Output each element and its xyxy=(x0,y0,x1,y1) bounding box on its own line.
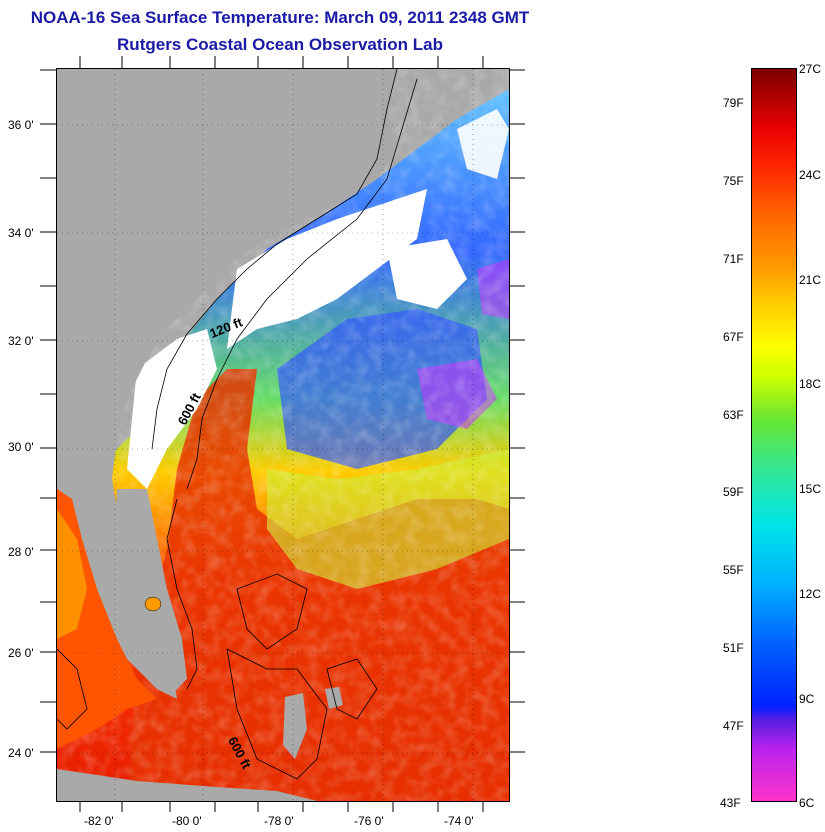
lon-tick-label: -74 0' xyxy=(444,814,474,828)
colorbar-celsius-label: 15C xyxy=(799,482,822,496)
colorbar-celsius-label: 24C xyxy=(799,168,822,182)
cloud-cover xyxy=(387,239,467,309)
sst-map: 120 ft 600 ft 600 ft xyxy=(56,68,510,802)
isobath-contours xyxy=(57,69,418,780)
lon-tick-label: -80 0' xyxy=(172,814,202,828)
lat-tick-label: 34 0' xyxy=(8,226,34,240)
lat-tick-label: 28 0' xyxy=(8,545,34,559)
colorbar-fahrenheit-label: 47F xyxy=(723,719,744,733)
colorbar-fahrenheit-label: 59F xyxy=(723,485,744,499)
gulf-of-mexico-water xyxy=(57,489,157,749)
land-us-coast xyxy=(57,69,397,699)
colorbar-fahrenheit-label: 63F xyxy=(723,408,744,422)
lat-tick-label: 30 0' xyxy=(8,440,34,454)
lon-tick-label: -78 0' xyxy=(264,814,294,828)
colorbar-celsius-label: 27C xyxy=(799,62,822,76)
lat-tick-label: 26 0' xyxy=(8,646,34,660)
temperature-colorbar xyxy=(751,68,797,802)
colorbar-celsius-label: 18C xyxy=(799,377,822,391)
colorbar-fahrenheit-label: 79F xyxy=(723,96,744,110)
map-subtitle: Rutgers Coastal Ocean Observation Lab xyxy=(117,35,443,54)
map-title: NOAA-16 Sea Surface Temperature: March 0… xyxy=(30,8,530,27)
colorbar-celsius-label: 6C xyxy=(799,796,815,810)
colorbar-fahrenheit-label: 55F xyxy=(723,563,744,577)
land-cuba xyxy=(57,769,317,801)
lon-tick-label: -82 0' xyxy=(84,814,114,828)
lake xyxy=(144,596,162,612)
lat-tick-label: 24 0' xyxy=(8,746,34,760)
lat-tick-label: 36 0' xyxy=(8,118,34,132)
lon-tick-label: -76 0' xyxy=(354,814,384,828)
colorbar-celsius-label: 9C xyxy=(799,692,815,706)
colorbar-fahrenheit-label: 67F xyxy=(723,330,744,344)
graticule xyxy=(57,69,509,801)
sst-map-canvas: 120 ft 600 ft 600 ft xyxy=(57,69,509,801)
land-florida xyxy=(112,489,187,694)
colorbar-celsius-label: 21C xyxy=(799,273,822,287)
colorbar-fahrenheit-label: 43F xyxy=(720,796,741,810)
land-bahamas xyxy=(283,693,307,759)
colorbar-celsius-label: 12C xyxy=(799,587,822,601)
colorbar-fahrenheit-label: 51F xyxy=(723,641,744,655)
lat-tick-label: 32 0' xyxy=(8,334,34,348)
cloud-cover xyxy=(457,109,509,179)
colorbar-fahrenheit-label: 75F xyxy=(723,174,744,188)
gulf-of-mexico-water xyxy=(57,509,87,639)
cloud-cover xyxy=(127,329,217,489)
colorbar-fahrenheit-label: 71F xyxy=(723,252,744,266)
cloud-cover xyxy=(227,189,427,349)
